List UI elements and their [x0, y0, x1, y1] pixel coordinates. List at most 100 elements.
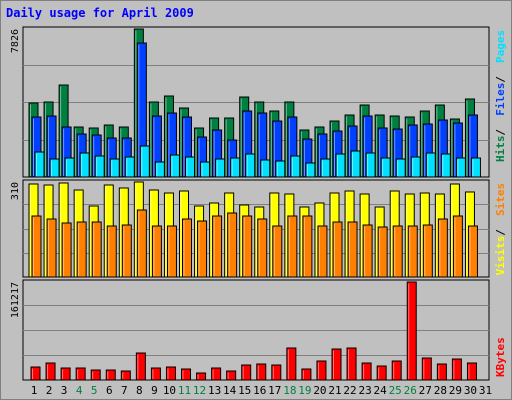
bar-pages-day-14	[230, 157, 241, 178]
day-label-4: 4	[76, 384, 83, 397]
bar-kbytes-day-20	[316, 360, 327, 381]
bar-kbytes-day-21	[331, 348, 342, 381]
bar-pages-day-4	[79, 152, 90, 178]
bar-pages-day-18	[290, 155, 301, 178]
bar-kbytes-day-27	[421, 357, 432, 381]
day-label-10: 10	[163, 384, 176, 397]
day-label-3: 3	[61, 384, 68, 397]
bar-pages-day-3	[64, 157, 75, 178]
bar-kbytes-day-10	[165, 366, 176, 381]
day-label-6: 6	[106, 384, 113, 397]
bar-kbytes-day-12	[196, 372, 207, 381]
bar-sites-day-5	[91, 221, 102, 278]
bar-sites-day-27	[422, 224, 433, 278]
bar-sites-day-3	[61, 222, 72, 278]
bar-kbytes-day-8	[135, 352, 146, 381]
bar-pages-day-7	[124, 156, 135, 178]
bar-sites-day-4	[76, 221, 87, 278]
day-label-28: 28	[434, 384, 447, 397]
panel-visits-sites-max-label: 310	[10, 182, 21, 200]
day-label-29: 29	[449, 384, 462, 397]
day-label-16: 16	[253, 384, 266, 397]
bar-sites-day-20	[317, 225, 328, 278]
bar-sites-day-18	[287, 215, 298, 278]
panel-hits-files-pages-max-label: 7826	[10, 29, 21, 53]
bar-kbytes-day-30	[466, 362, 477, 381]
bar-pages-day-20	[320, 158, 331, 178]
bar-pages-day-5	[94, 155, 105, 178]
bar-pages-day-24	[380, 157, 391, 178]
bar-kbytes-day-24	[376, 365, 387, 381]
bar-kbytes-day-9	[150, 367, 161, 381]
bar-kbytes-day-3	[60, 367, 71, 381]
bar-kbytes-day-5	[90, 369, 101, 381]
day-label-13: 13	[208, 384, 221, 397]
bar-sites-day-19	[302, 215, 313, 278]
legend-sites: Sites	[494, 183, 507, 216]
day-label-15: 15	[238, 384, 251, 397]
bar-kbytes-day-16	[256, 363, 267, 381]
day-label-2: 2	[46, 384, 53, 397]
bar-sites-day-29	[452, 215, 463, 278]
bar-pages-day-9	[154, 161, 165, 178]
bar-sites-day-2	[46, 218, 57, 278]
bar-pages-day-8	[139, 145, 150, 178]
panel-kbytes-max-label: 161217	[10, 282, 21, 318]
bar-pages-day-22	[350, 150, 361, 178]
bar-sites-day-11	[182, 218, 192, 278]
bar-sites-day-24	[377, 226, 388, 278]
bar-kbytes-day-1	[30, 366, 41, 381]
bar-sites-day-22	[347, 221, 358, 278]
bar-pages-day-28	[440, 153, 451, 178]
legend-files: Files	[494, 83, 507, 116]
bar-pages-day-23	[365, 152, 376, 178]
bar-sites-day-30	[467, 225, 478, 278]
bar-sites-day-26	[407, 225, 418, 278]
day-label-24: 24	[374, 384, 388, 397]
bar-kbytes-day-13	[211, 367, 222, 381]
bar-pages-day-16	[260, 159, 271, 178]
day-label-7: 7	[121, 384, 128, 397]
bar-kbytes-day-22	[346, 347, 357, 381]
day-label-31: 31	[479, 384, 492, 397]
legend-separator: /	[494, 129, 507, 136]
bar-sites-day-16	[257, 218, 268, 278]
bar-sites-day-15	[242, 215, 253, 278]
day-label-27: 27	[419, 384, 432, 397]
day-label-22: 22	[343, 384, 356, 397]
chart-title: Daily usage for April 2009	[6, 6, 194, 20]
bar-sites-day-17	[272, 225, 283, 278]
day-label-18: 18	[283, 384, 296, 397]
bar-pages-day-29	[455, 157, 466, 178]
bar-kbytes-day-4	[75, 367, 86, 381]
bar-kbytes-day-2	[45, 362, 56, 381]
bar-sites-day-28	[437, 218, 448, 278]
bar-kbytes-day-6	[105, 369, 116, 381]
day-label-17: 17	[268, 384, 281, 397]
day-label-20: 20	[313, 384, 326, 397]
day-label-25: 25	[389, 384, 402, 397]
legend-hits: Hits	[494, 136, 507, 163]
day-label-11: 11	[178, 384, 191, 397]
day-label-19: 19	[298, 384, 311, 397]
bar-sites-day-23	[362, 224, 373, 278]
bar-sites-day-13	[212, 215, 223, 278]
bar-sites-day-10	[166, 225, 177, 278]
bar-kbytes-day-11	[181, 368, 191, 381]
bar-sites-day-1	[31, 215, 42, 278]
bar-sites-day-12	[197, 220, 208, 278]
legend-kbytes: KBytes	[494, 337, 507, 377]
bar-sites-day-7	[121, 224, 132, 278]
bar-kbytes-day-14	[226, 370, 237, 381]
bar-kbytes-day-26	[406, 281, 417, 381]
bar-pages-day-26	[410, 156, 421, 178]
bar-pages-day-10	[169, 154, 180, 178]
day-label-8: 8	[136, 384, 143, 397]
legend-separator: /	[494, 76, 507, 83]
day-label-1: 1	[31, 384, 38, 397]
bar-sites-day-14	[227, 212, 238, 278]
bar-pages-day-1	[34, 151, 45, 178]
bar-pages-day-11	[185, 156, 195, 178]
bar-sites-day-25	[392, 225, 403, 278]
